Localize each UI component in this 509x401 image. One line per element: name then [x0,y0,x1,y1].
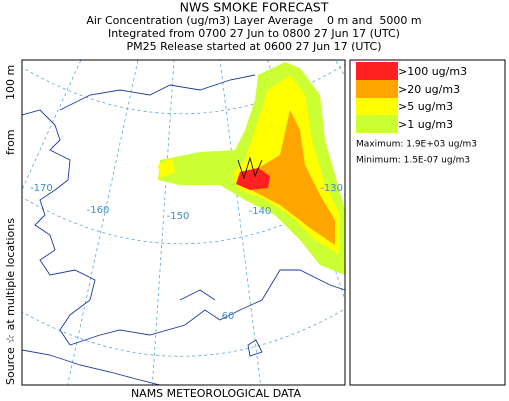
graticule-label: -130 [320,183,343,194]
side-label-text: Source ☆ at multiple locations [4,218,17,385]
subtitle: Integrated from 0700 27 Jun to 0800 27 J… [108,27,400,40]
title: NWS SMOKE FORECAST [180,0,329,15]
side-label-text: from [4,129,17,155]
subtitle: Air Concentration (ug/m3) Layer Average … [86,14,421,27]
side-label-text: 100 m [4,65,17,100]
minimum: Minimum: 1.5E-07 ug/m3 [356,156,470,166]
legend-label: >1 ug/m3 [398,118,453,131]
legend-label: >100 ug/m3 [398,65,467,78]
side-label: Source ☆ at multiple locations from 100 … [4,65,17,385]
map-frame [21,59,346,386]
legend: >100 ug/m3 >20 ug/m3 >5 ug/m3 >1 ug/m3 M… [349,59,506,386]
maximum: Maximum: 1.9E+03 ug/m3 [356,140,477,150]
subtitle: PM25 Release started at 0600 27 Jun 17 (… [126,40,381,53]
legend-label: >20 ug/m3 [398,83,460,96]
graticule-label: -150 [167,211,190,222]
graticule-label: -160 [87,205,110,216]
footer: NAMS METEOROLOGICAL DATA [131,387,302,400]
graticule-label: -170 [30,183,53,194]
graticule-label: -140 [249,206,272,217]
graticule-label: 60 [222,311,235,322]
legend-label: >5 ug/m3 [398,100,453,113]
map: -170 -160 -150 -140 -130 60 [22,60,345,385]
